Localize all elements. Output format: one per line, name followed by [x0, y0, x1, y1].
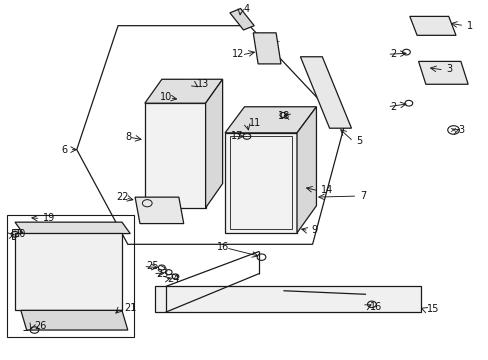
Text: 16: 16	[216, 242, 228, 252]
Text: 3: 3	[446, 64, 451, 73]
Polygon shape	[21, 310, 127, 330]
Polygon shape	[409, 17, 455, 35]
Text: 22: 22	[116, 192, 128, 202]
Text: 18: 18	[278, 111, 290, 121]
Text: 19: 19	[42, 212, 55, 222]
Polygon shape	[144, 79, 222, 103]
Text: 7: 7	[360, 191, 366, 201]
Text: 1: 1	[466, 21, 472, 31]
Text: 2: 2	[389, 49, 396, 59]
Text: 20: 20	[14, 229, 26, 239]
Polygon shape	[224, 133, 296, 233]
Text: 26: 26	[34, 321, 47, 332]
Polygon shape	[144, 103, 205, 208]
Text: 3: 3	[458, 125, 464, 135]
Polygon shape	[296, 107, 316, 233]
Text: 25: 25	[146, 261, 159, 271]
Polygon shape	[12, 229, 21, 239]
Text: 13: 13	[197, 78, 209, 89]
Text: 23: 23	[156, 269, 168, 279]
Text: 2: 2	[389, 102, 396, 112]
Text: 5: 5	[356, 136, 362, 146]
Polygon shape	[224, 107, 316, 133]
Text: 9: 9	[311, 225, 317, 235]
Text: 6: 6	[61, 145, 67, 155]
Text: 24: 24	[167, 274, 180, 284]
Polygon shape	[253, 33, 281, 64]
Polygon shape	[15, 233, 122, 310]
Text: 14: 14	[321, 185, 333, 195]
Polygon shape	[135, 197, 183, 224]
Text: 10: 10	[160, 92, 172, 102]
Polygon shape	[300, 57, 351, 128]
Text: 15: 15	[426, 304, 438, 314]
Text: 17: 17	[231, 131, 243, 141]
Text: 21: 21	[123, 303, 136, 313]
Polygon shape	[229, 9, 254, 30]
Text: 16: 16	[369, 302, 382, 312]
Polygon shape	[154, 287, 420, 312]
Polygon shape	[205, 79, 222, 208]
Text: 4: 4	[243, 4, 249, 14]
Text: 11: 11	[249, 118, 261, 128]
Text: 12: 12	[232, 49, 244, 59]
Polygon shape	[15, 222, 130, 234]
Text: 8: 8	[125, 132, 131, 142]
Polygon shape	[418, 62, 467, 84]
